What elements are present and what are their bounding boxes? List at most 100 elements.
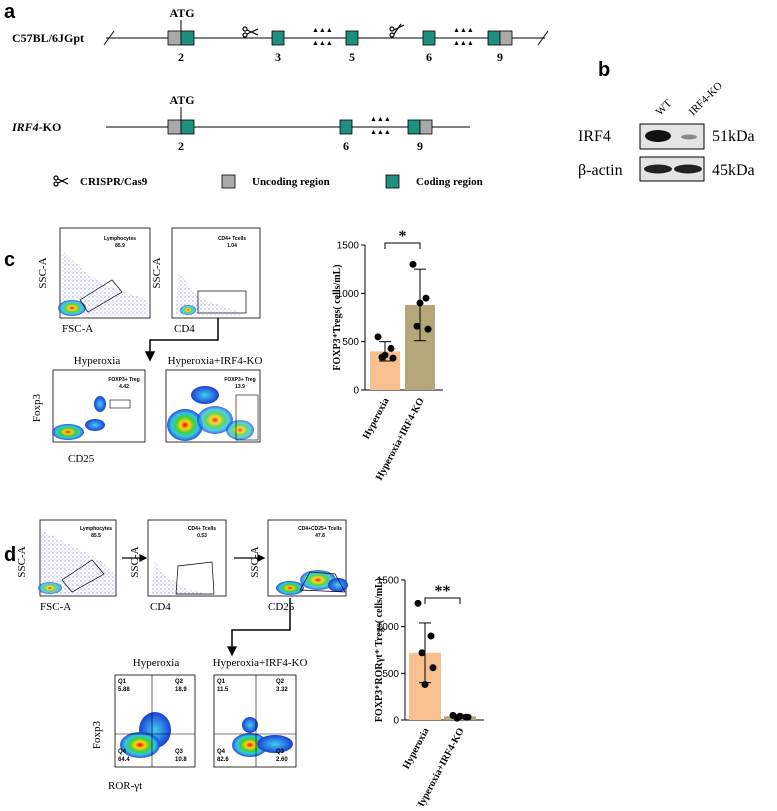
significance-bracket — [384, 242, 421, 249]
svg-text:▲▲▲: ▲▲▲ — [370, 128, 391, 136]
x-axis-label: ROR-γt — [108, 780, 142, 792]
flow-plot: Q1 11.5 Q2 3.32 Q3 2.60 Q4 82.6 — [213, 674, 297, 768]
svg-text:▲▲▲: ▲▲▲ — [312, 39, 333, 47]
y-axis-label: SSC-A — [16, 546, 28, 577]
gating-arrow — [144, 318, 219, 362]
gate-percent: 47.8 — [315, 533, 325, 539]
y-tick-label: 0 — [393, 716, 399, 727]
triangles: ▲▲▲ ▲▲▲ ▲▲▲ ▲▲▲ — [312, 26, 474, 47]
flow-plot: FOXP3+ Treg 13.9 — [165, 369, 261, 443]
y-axis-label: Foxp3 — [31, 393, 43, 422]
quadrant-value: 10.8 — [175, 757, 187, 763]
quadrant-label: Q4 — [217, 749, 226, 755]
y-tick-label: 1500 — [377, 576, 400, 587]
y-axis-label: SSC-A — [151, 257, 163, 288]
y-tick-label: 1500 — [337, 241, 360, 252]
gate-name: Lymphocytes — [80, 526, 112, 532]
exon-number: 9 — [497, 50, 503, 64]
size-label: 45kDa — [712, 162, 755, 179]
data-point — [418, 649, 426, 657]
gate-percent: 85.9 — [115, 243, 125, 249]
gate-name: CD4+CD25+ Tcells — [298, 526, 342, 532]
gate-percent: 1.04 — [227, 243, 237, 249]
triangles: ▲▲▲ ▲▲▲ — [370, 115, 391, 136]
y-tick-label: 1000 — [377, 622, 400, 633]
flow-plot: Lymphocytes 85.5 — [38, 519, 117, 597]
y-axis-label: SSC-A — [249, 546, 261, 577]
y-tick-label: 500 — [382, 669, 399, 680]
y-tick-label: 0 — [353, 386, 359, 397]
protein-label: β-actin — [578, 162, 623, 179]
x-tick-label: Hyperoxia — [401, 726, 432, 771]
start-codon: ATG — [169, 93, 194, 107]
lane-label: WT — [654, 97, 675, 118]
significance-label: * — [399, 228, 407, 245]
data-point — [456, 712, 464, 720]
lane-label: IRF4-KO — [687, 80, 725, 118]
exon-number: 6 — [426, 50, 432, 64]
group-title: Hyperoxia — [74, 355, 121, 367]
quadrant-label: Q1 — [118, 679, 127, 685]
gate-name: FOXP3+ Treg — [224, 377, 255, 383]
panel-label: d — [4, 544, 16, 566]
row-label: IRF4-KO — [11, 120, 61, 134]
scissors — [242, 23, 405, 38]
gate-percent: 0.53 — [197, 533, 207, 539]
significance-label: ** — [435, 583, 451, 600]
x-axis-label: CD4 — [150, 601, 171, 613]
y-axis-label: SSC-A — [37, 257, 49, 288]
start-codon: ATG — [169, 6, 194, 20]
gate-percent: 85.5 — [91, 533, 101, 539]
exon-number: 2 — [178, 139, 184, 153]
group-title: Hyperoxia+IRF4-KO — [213, 657, 308, 669]
y-tick-label: 500 — [342, 337, 359, 348]
gate-name: CD4+ Tcells — [218, 236, 246, 242]
legend-label: Uncoding region — [252, 176, 330, 188]
protein-label: IRF4 — [578, 128, 611, 145]
data-point — [424, 325, 432, 333]
data-point — [416, 299, 424, 307]
gating-arrow — [122, 554, 291, 657]
svg-text:▲▲▲: ▲▲▲ — [453, 39, 474, 47]
exons — [167, 30, 513, 46]
quadrant-value: 18.9 — [175, 687, 187, 693]
x-axis-label: FSC-A — [62, 323, 93, 335]
flow-plot: CD4+CD25+ Tcells 47.8 — [267, 519, 348, 597]
x-axis-label: CD4 — [174, 323, 195, 335]
row-label-gene: IRF4 — [11, 120, 39, 134]
quadrant-value: 64.4 — [118, 757, 130, 763]
legend-scissors — [53, 175, 69, 187]
svg-text:▲▲▲: ▲▲▲ — [453, 26, 474, 34]
data-point — [387, 344, 395, 352]
gate-percent: 13.9 — [235, 384, 245, 390]
row-label-suffix: -KO — [39, 120, 62, 134]
flow-plot: Lymphocytes 85.9 — [58, 227, 151, 319]
quadrant-value: 3.32 — [276, 687, 288, 693]
data-point — [422, 294, 430, 302]
flow-plot: Q1 5.88 Q2 18.9 Q3 10.8 Q4 64.4 — [114, 674, 196, 768]
quadrant-label: Q3 — [175, 749, 184, 755]
quadrant-value: 2.60 — [276, 757, 288, 763]
exon-number: 6 — [343, 139, 349, 153]
x-axis-label: CD25 — [268, 601, 295, 613]
flow-plot: CD4+ Tcells 0.53 — [147, 519, 227, 597]
group-title: Hyperoxia+IRF4-KO — [168, 355, 263, 367]
gate-name: FOXP3+ Treg — [108, 377, 139, 383]
quadrant-value: 5.88 — [118, 687, 130, 693]
panel-label: b — [598, 59, 610, 81]
data-point — [464, 713, 472, 721]
data-point — [413, 322, 421, 330]
legend-swatch — [385, 174, 400, 189]
y-axis-label: FOXP3⁺Tregs( cells/mL) — [332, 264, 343, 370]
row-label: C57BL/6JGpt — [12, 31, 84, 45]
gate-percent: 4.42 — [119, 384, 129, 390]
y-axis-label: SSC-A — [129, 546, 141, 577]
x-axis-label: CD25 — [68, 453, 95, 465]
data-point — [381, 351, 389, 359]
exon-number: 3 — [275, 50, 281, 64]
exon-number: 9 — [417, 139, 423, 153]
exon-number: 2 — [178, 50, 184, 64]
significance-bracket — [424, 597, 461, 604]
